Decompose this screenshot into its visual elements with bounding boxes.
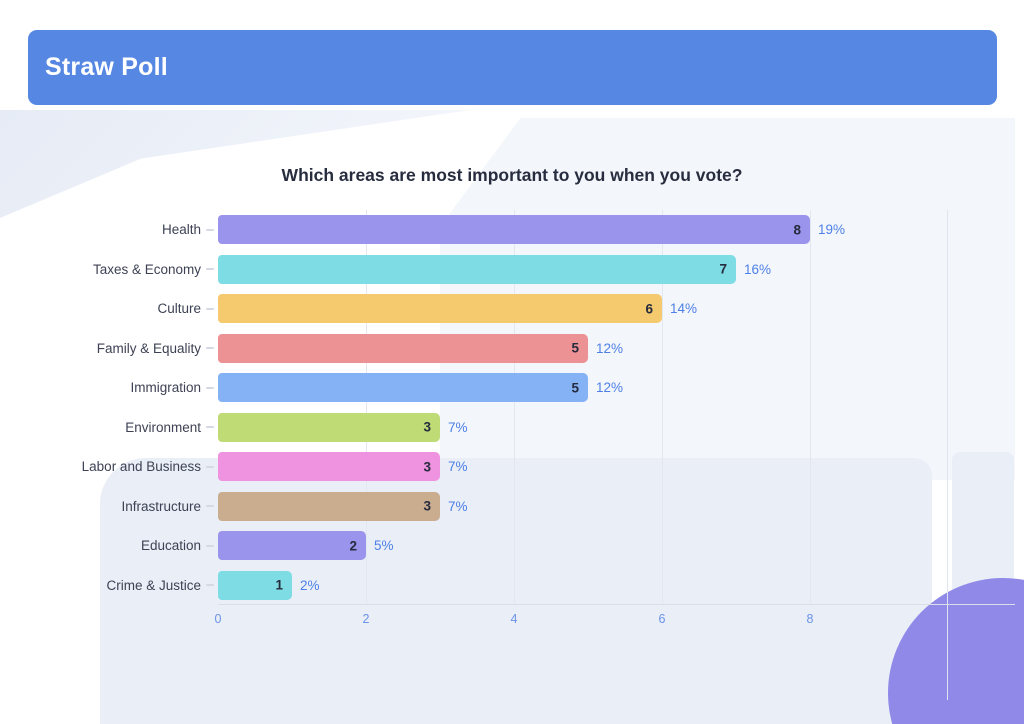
category-label: Culture [157, 301, 201, 316]
chart-title: Which areas are most important to you wh… [281, 165, 743, 185]
chart-row: Family & Equality 5 12% [0, 329, 1015, 369]
x-axis-tick-label: 0 [214, 612, 222, 626]
header-banner: Straw Poll [28, 30, 997, 105]
bar-environment[interactable]: 3 [218, 412, 440, 442]
category-label: Health [161, 222, 201, 237]
chart-row: Labor and Business 3 7% [0, 447, 1015, 487]
bar-value-label: 8 [793, 222, 801, 238]
bar-percent-label: 7% [448, 498, 468, 514]
category-label: Labor and Business [81, 459, 201, 474]
bar-chart: Health 8 19% Taxes & Economy 7 16% Culture 6 14%… [0, 210, 1015, 710]
bar-health[interactable]: 8 [218, 215, 810, 245]
bar-percent-label: 2% [300, 577, 320, 593]
category-label: Taxes & Economy [92, 261, 201, 277]
category-label: Immigration [130, 380, 201, 395]
chart-row: Health 8 19% [0, 210, 1015, 250]
bar-labor-and-business[interactable]: 3 [218, 452, 440, 482]
bar-value-label: 3 [423, 459, 431, 475]
bar-value-label: 5 [571, 380, 579, 396]
x-axis-tick-label: 4 [510, 612, 518, 626]
bar-percent-label: 14% [670, 301, 698, 317]
bar-percent-label: 5% [374, 538, 394, 554]
gridline [366, 210, 367, 605]
chart-row: Environment 3 7% [0, 408, 1015, 448]
category-tick-mark [206, 307, 214, 310]
category-label: Environment [125, 419, 201, 435]
bar-value-label: 7 [719, 261, 727, 277]
chart-row: Crime & Justice 1 2% [0, 566, 1015, 606]
category-tick-mark [206, 347, 214, 350]
category-label: Crime & Justice [106, 577, 201, 593]
chart-rows: Health 8 19% Taxes & Economy 7 16% Culture 6 14%… [0, 210, 1015, 605]
bar-value-label: 3 [423, 419, 431, 435]
category-tick-mark [206, 505, 214, 508]
bar-percent-label: 12% [596, 340, 624, 356]
category-tick-mark [206, 268, 214, 271]
bar-infrastructure[interactable]: 3 [218, 491, 440, 521]
bar-value-label: 6 [645, 301, 653, 317]
bar-value-label: 3 [423, 498, 431, 514]
gridline [810, 210, 811, 605]
gridline [947, 210, 948, 700]
x-axis-tick-label: 2 [362, 612, 370, 626]
bar-percent-label: 7% [448, 459, 468, 475]
x-axis-tick-label: 6 [658, 612, 666, 626]
bar-taxes-economy[interactable]: 7 [218, 254, 736, 284]
x-axis-line [218, 604, 1015, 605]
bar-value-label: 1 [275, 577, 283, 593]
background-wash-top-left [0, 110, 470, 218]
bar-percent-label: 16% [744, 261, 772, 277]
bar-crime-justice[interactable]: 1 [218, 570, 292, 600]
gridline [662, 210, 663, 605]
category-label: Education [140, 538, 201, 553]
category-label: Infrastructure [121, 498, 201, 514]
page-title: Straw Poll [45, 53, 168, 81]
chart-row: Immigration 5 12% [0, 368, 1015, 408]
bar-percent-label: 12% [596, 380, 624, 396]
x-axis-tick-label: 8 [806, 612, 814, 626]
category-tick-mark [206, 465, 214, 468]
bar-value-label: 2 [349, 538, 357, 554]
gridline [514, 210, 515, 605]
category-tick-mark [206, 228, 214, 231]
chart-row: Infrastructure 3 7% [0, 487, 1015, 527]
chart-row: Education 2 5% [0, 526, 1015, 566]
bar-culture[interactable]: 6 [218, 294, 662, 324]
category-tick-mark [206, 426, 214, 429]
chart-row: Culture 6 14% [0, 289, 1015, 329]
category-label: Family & Equality [96, 340, 201, 356]
bar-percent-label: 7% [448, 419, 468, 435]
chart-row: Taxes & Economy 7 16% [0, 250, 1015, 290]
bar-percent-label: 19% [818, 222, 846, 238]
bar-family-equality[interactable]: 5 [218, 333, 588, 363]
category-tick-mark [206, 544, 214, 547]
category-tick-mark [206, 386, 214, 389]
bar-value-label: 5 [571, 340, 579, 356]
bar-education[interactable]: 2 [218, 531, 366, 561]
bar-immigration[interactable]: 5 [218, 373, 588, 403]
category-tick-mark [206, 584, 214, 587]
